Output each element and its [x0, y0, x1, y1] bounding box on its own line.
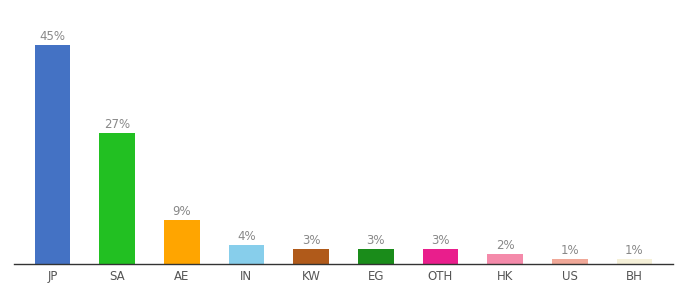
Bar — [488, 254, 523, 264]
Text: 3%: 3% — [302, 235, 320, 248]
Text: 9%: 9% — [173, 205, 191, 218]
Text: 3%: 3% — [431, 235, 449, 248]
Text: 4%: 4% — [237, 230, 256, 243]
Bar — [358, 249, 394, 264]
Bar — [99, 133, 135, 264]
Bar — [164, 220, 199, 264]
Text: 1%: 1% — [560, 244, 579, 257]
Bar — [228, 244, 265, 264]
Text: 2%: 2% — [496, 239, 514, 252]
Bar — [35, 45, 70, 264]
Bar — [293, 249, 329, 264]
Text: 1%: 1% — [625, 244, 644, 257]
Bar — [422, 249, 458, 264]
Text: 45%: 45% — [39, 30, 65, 44]
Text: 27%: 27% — [104, 118, 130, 131]
Text: 3%: 3% — [367, 235, 385, 248]
Bar — [552, 259, 588, 264]
Bar — [617, 259, 652, 264]
